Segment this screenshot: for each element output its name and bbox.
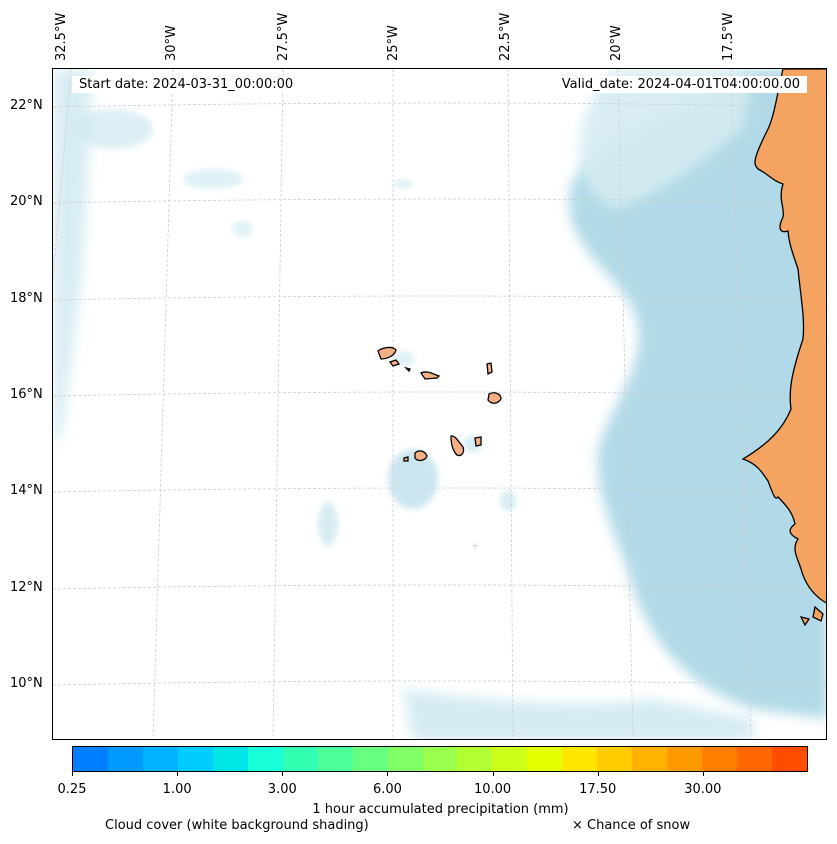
valid-date-label: Valid_date: 2024-04-01T04:00:00.00 — [554, 76, 807, 93]
cloud-band-south — [403, 689, 753, 739]
cloud-patch — [500, 491, 516, 511]
lat-label-18n: 18°N — [10, 291, 43, 306]
colorbar-cell — [352, 747, 388, 771]
map-panel[interactable]: + — [52, 68, 827, 740]
colorbar-tick-label: 10.00 — [473, 782, 512, 797]
precipitation-colorbar — [72, 746, 808, 772]
lon-label-17-5w: 17.5°W — [721, 12, 736, 61]
bijagos-islands — [812, 605, 824, 622]
colorbar-tick-mark — [702, 772, 704, 776]
graticule — [53, 69, 826, 739]
bijagos-islands — [799, 616, 811, 627]
island-sao-vicente — [388, 359, 401, 367]
lat-label-12n: 12°N — [10, 580, 43, 595]
start-date-label: Start date: 2024-03-31_00:00:00 — [72, 76, 301, 93]
island-santo-antao — [377, 346, 397, 360]
colorbar-cell — [282, 747, 318, 771]
colorbar-tick-mark — [177, 772, 179, 776]
island-fogo — [414, 450, 428, 462]
colorbar-cell — [142, 747, 178, 771]
colorbar-cell — [632, 747, 668, 771]
colorbar-cell — [527, 747, 563, 771]
lon-label-32-5w: 32.5°W — [54, 12, 69, 61]
cloud-cover-legend: Cloud cover (white background shading) — [105, 818, 369, 833]
land-layer — [741, 69, 826, 627]
colorbar-cell — [772, 747, 808, 771]
island-boa-vista — [487, 392, 502, 404]
lat-label-16n: 16°N — [10, 387, 43, 402]
colorbar-title: 1 hour accumulated precipitation (mm) — [312, 802, 569, 817]
colorbar-tick-label: 17.50 — [579, 782, 617, 797]
lat-label-20n: 20°N — [10, 194, 43, 209]
snow-legend: × Chance of snow — [572, 818, 691, 833]
lat-label-10n: 10°N — [10, 676, 43, 691]
snow-marker: + — [471, 541, 479, 552]
map-canvas: + — [53, 69, 826, 739]
cloud-patch — [388, 449, 438, 509]
colorbar-cell — [562, 747, 598, 771]
west-africa-coast — [741, 69, 826, 604]
cloud-cover-layer — [53, 69, 826, 739]
lon-label-22-5w: 22.5°W — [498, 12, 513, 61]
colorbar-cell — [247, 747, 283, 771]
colorbar-tick-mark — [492, 772, 494, 776]
colorbar-cell — [597, 747, 633, 771]
island-santa-luzia — [403, 366, 411, 373]
colorbar-cell — [317, 747, 353, 771]
colorbar-tick-label: 0.25 — [57, 782, 87, 797]
colorbar-cell — [457, 747, 493, 771]
colorbar-tick-label: 1.00 — [162, 782, 192, 797]
colorbar-cell — [667, 747, 703, 771]
colorbar-cell — [107, 747, 143, 771]
lon-label-25w: 25°W — [386, 25, 401, 61]
island-sao-nicolau — [420, 371, 441, 380]
cloud-haze-northeast — [579, 69, 753, 209]
colorbar-cell — [702, 747, 738, 771]
island-santiago — [450, 435, 465, 457]
colorbar-cell — [737, 747, 773, 771]
colorbar-tick-mark — [282, 772, 284, 776]
colorbar-tick-label: 3.00 — [267, 782, 297, 797]
lat-label-22n: 22°N — [10, 98, 43, 113]
colorbar-cell — [177, 747, 213, 771]
colorbar-cell — [73, 747, 108, 771]
lon-label-20w: 20°W — [609, 25, 624, 61]
cloud-band-east — [568, 69, 826, 719]
lon-label-27-5w: 27.5°W — [276, 12, 291, 61]
island-maio — [474, 436, 482, 447]
cloud-patch — [393, 179, 413, 189]
lat-label-14n: 14°N — [10, 483, 43, 498]
colorbar-cell — [387, 747, 423, 771]
colorbar-tick-mark — [387, 772, 389, 776]
colorbar-cell — [212, 747, 248, 771]
colorbar-tick-label: 6.00 — [372, 782, 402, 797]
island-sal — [486, 362, 493, 376]
cloud-patch — [73, 109, 153, 149]
cloud-patch — [183, 169, 243, 189]
cloud-patch — [318, 502, 338, 546]
island-brava — [403, 456, 409, 462]
cloud-patch — [233, 221, 253, 237]
lon-label-30w: 30°W — [164, 25, 179, 61]
colorbar-cell — [492, 747, 528, 771]
colorbar-tick-label: 30.00 — [684, 782, 722, 797]
colorbar-cell — [422, 747, 458, 771]
colorbar-tick-mark — [72, 772, 73, 776]
colorbar-tick-mark — [597, 772, 599, 776]
cape-verde-islands — [377, 346, 502, 462]
